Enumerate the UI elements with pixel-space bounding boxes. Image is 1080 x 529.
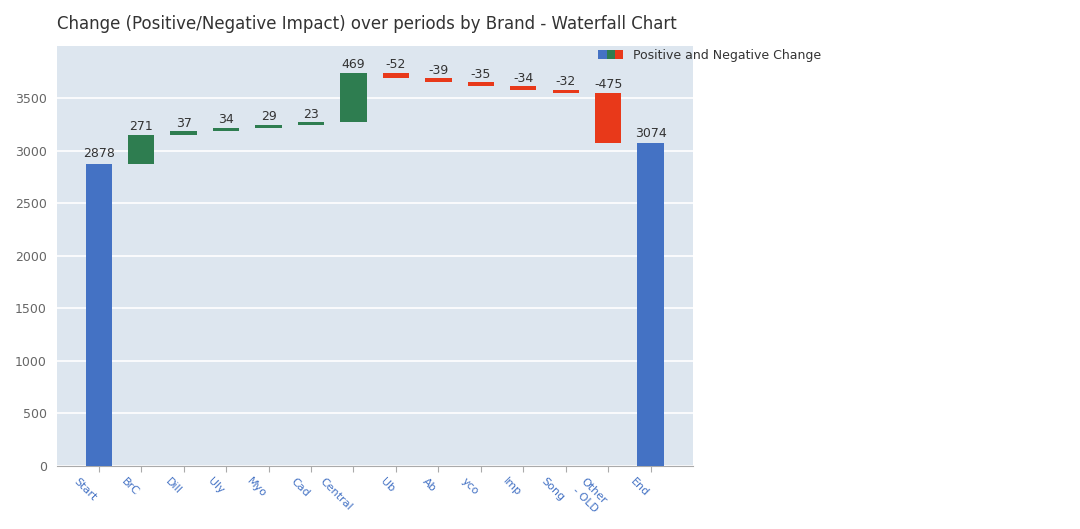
Bar [298,122,324,124]
Bar [637,143,664,466]
Bar [382,73,409,78]
Text: 271: 271 [130,121,153,133]
Bar [553,90,579,93]
Bar [468,83,494,86]
Text: Change (Positive/Negative Impact) over periods by Brand - Waterfall Chart: Change (Positive/Negative Impact) over p… [56,15,676,33]
Text: 469: 469 [341,58,365,71]
Bar [127,135,154,163]
Legend: Positive and Negative Change: Positive and Negative Change [593,43,826,67]
Text: -475: -475 [594,78,622,92]
Text: 29: 29 [260,110,276,123]
Bar [255,124,282,127]
Text: 3074: 3074 [635,127,666,140]
Bar [426,78,451,83]
Text: -35: -35 [471,68,491,81]
Text: -39: -39 [428,64,448,77]
Text: -32: -32 [555,75,576,88]
Bar [340,73,366,122]
Bar [171,131,197,135]
Bar [510,86,537,90]
Text: -34: -34 [513,71,534,85]
Bar [213,127,239,131]
Text: 2878: 2878 [83,148,114,160]
Text: 23: 23 [303,107,319,121]
Text: -52: -52 [386,58,406,71]
Text: 34: 34 [218,113,234,126]
Bar [595,93,621,143]
Text: 37: 37 [176,116,191,130]
Bar [85,163,112,466]
